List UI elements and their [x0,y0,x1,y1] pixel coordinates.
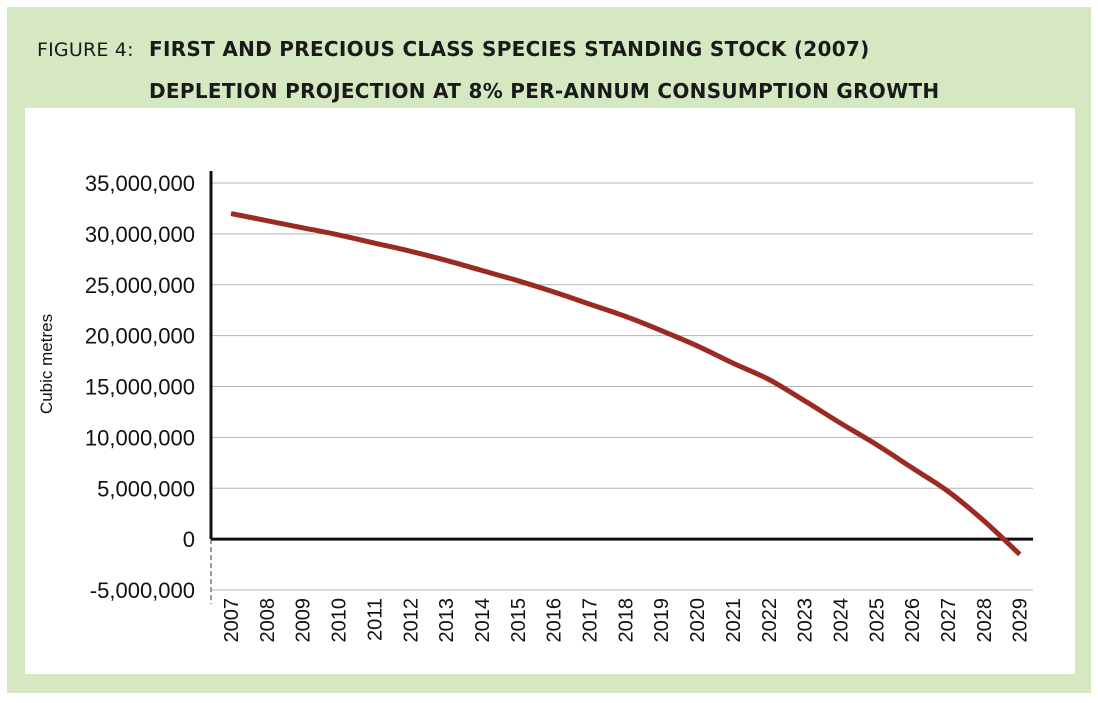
x-tick-label: 2015 [508,598,530,643]
x-tick-label: 2028 [974,598,996,643]
x-tick-label: 2024 [830,598,852,643]
x-tick-label: 2012 [400,598,422,643]
series-layer [230,211,1022,557]
chart-panel: -5,000,000 0 5,000,000 10,000,000 15,000,000… [25,108,1075,674]
figure-caption: FIGURE 4: FIRST AND PRECIOUS CLASS SPECI… [37,37,1087,121]
x-tick-label: 2025 [866,598,888,643]
y-tick-label: 35,000,000 [85,171,195,196]
y-axis-label: Cubic metres [37,314,56,414]
x-tick-label: 2008 [257,598,279,643]
x-tick-label: 2027 [938,598,960,643]
x-tick-label: 2014 [472,598,494,643]
x-tick-label: 2019 [651,598,673,643]
x-tick-label: 2020 [687,598,709,643]
x-tick-label: 2017 [580,598,602,643]
x-tick-label: 2013 [436,598,458,643]
y-axis-tick-labels: -5,000,000 0 5,000,000 10,000,000 15,000,000… [85,171,195,603]
figure-title-line-1: FIRST AND PRECIOUS CLASS SPECIES STANDIN… [149,37,870,61]
figure-label: FIGURE 4: [37,39,134,61]
axes [209,171,1033,604]
x-tick-label: 2016 [544,598,566,643]
y-tick-label: 25,000,000 [85,273,195,298]
x-tick-label: 2010 [329,598,351,643]
x-tick-label: 2023 [795,598,817,643]
x-tick-label: 2007 [221,598,243,643]
y-tick-label: 20,000,000 [85,324,195,349]
x-tick-label: 2022 [759,598,781,643]
line-chart: -5,000,000 0 5,000,000 10,000,000 15,000,000… [37,171,1033,643]
x-tick-label: 2029 [1010,598,1032,643]
x-tick-label: 2021 [723,598,745,643]
y-tick-label: 5,000,000 [97,476,195,501]
x-tick-label: 2018 [615,598,637,643]
y-tick-label: 15,000,000 [85,375,195,400]
y-tick-label: 0 [183,527,195,552]
x-tick-label: 2026 [902,598,924,643]
gridlines [211,182,1033,591]
y-tick-label: 10,000,000 [85,425,195,450]
x-tick-label: 2009 [293,598,315,643]
x-axis-tick-labels: 2007 2008 2009 2010 2011 2012 2013 2014 2015 2016… [221,598,1032,643]
y-tick-label: 30,000,000 [85,222,195,247]
x-tick-label: 2011 [364,598,386,641]
y-tick-label: -5,000,000 [90,578,195,603]
series-line [230,211,1022,557]
figure-title-line-2: DEPLETION PROJECTION AT 8% PER-ANNUM CON… [149,79,940,103]
